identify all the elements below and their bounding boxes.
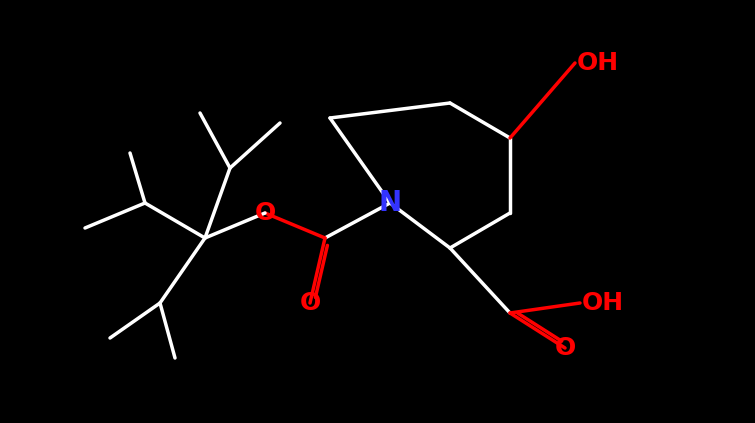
Text: O: O [254,201,276,225]
Text: OH: OH [577,51,619,75]
Text: OH: OH [582,291,624,315]
Text: O: O [554,336,575,360]
Text: N: N [378,189,402,217]
Text: O: O [300,291,321,315]
